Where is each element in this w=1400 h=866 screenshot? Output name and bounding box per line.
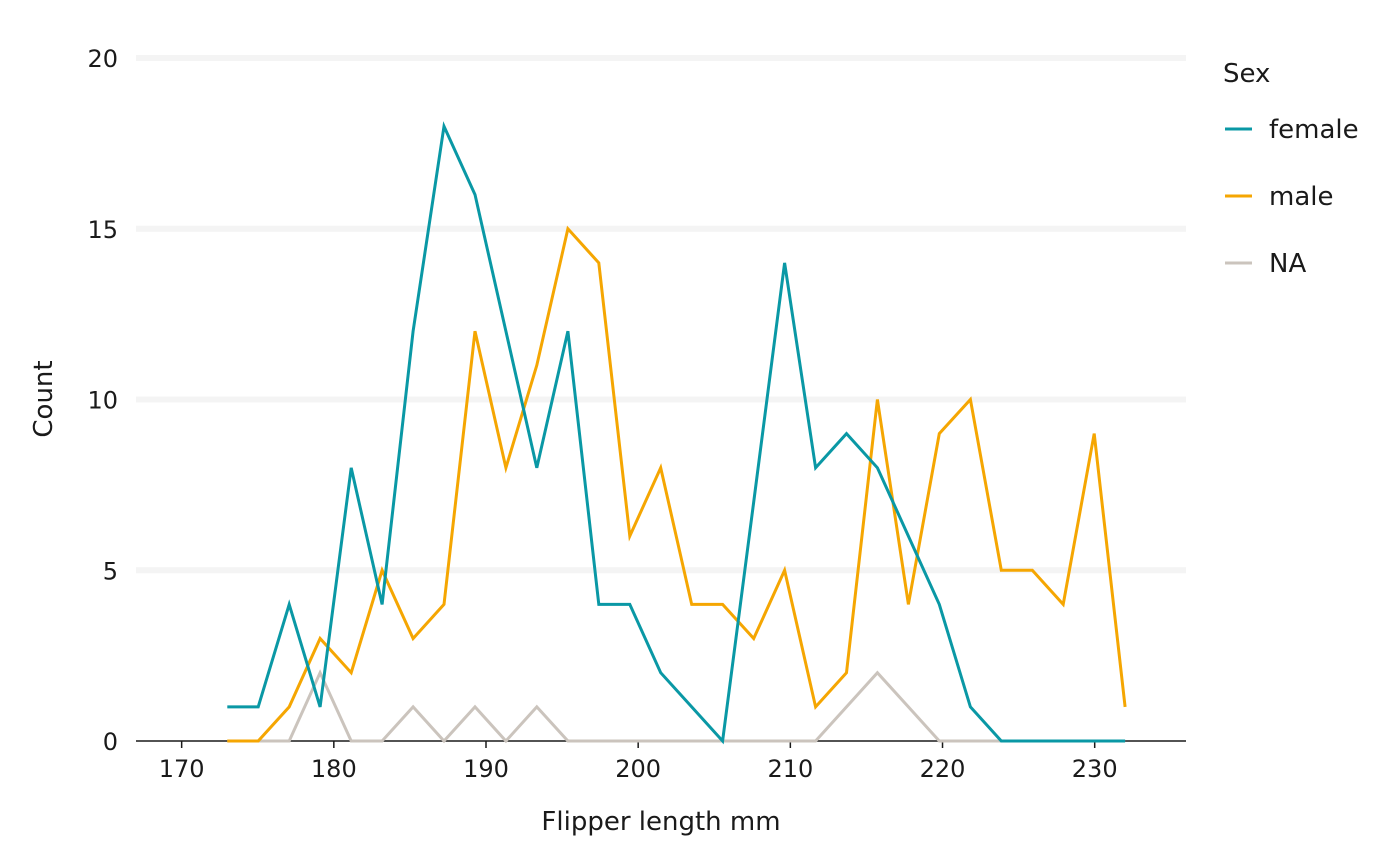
legend-label-female: female — [1269, 115, 1359, 145]
x-tick-label: 180 — [311, 755, 357, 783]
y-tick-label: 10 — [87, 387, 118, 415]
x-axis-ticks: 170 180 190 200 210 220 230 — [159, 741, 1118, 783]
x-tick-label: 190 — [463, 755, 509, 783]
x-tick-label: 230 — [1072, 755, 1118, 783]
legend-items: female male NA — [1225, 115, 1359, 279]
y-axis-ticks: 0 5 10 15 20 — [87, 45, 118, 756]
x-tick-label: 200 — [615, 755, 661, 783]
x-tick-label: 220 — [920, 755, 966, 783]
legend: Sex female male NA — [1223, 59, 1359, 279]
x-tick-label: 170 — [159, 755, 205, 783]
legend-label-male: male — [1269, 182, 1333, 212]
legend-label-na: NA — [1269, 249, 1306, 279]
y-tick-label: 20 — [87, 45, 118, 73]
y-tick-label: 0 — [103, 728, 118, 756]
y-tick-label: 5 — [103, 557, 118, 585]
x-tick-label: 210 — [767, 755, 813, 783]
series-line-male — [227, 225, 1127, 743]
legend-title: Sex — [1223, 59, 1270, 89]
grid-lines — [136, 55, 1186, 574]
series-lines — [227, 121, 1127, 745]
series-line-female — [227, 121, 1126, 745]
x-axis-title: Flipper length mm — [541, 807, 780, 837]
series-line-na — [227, 669, 1126, 744]
y-tick-label: 15 — [87, 216, 118, 244]
y-axis-title: Count — [29, 360, 59, 437]
